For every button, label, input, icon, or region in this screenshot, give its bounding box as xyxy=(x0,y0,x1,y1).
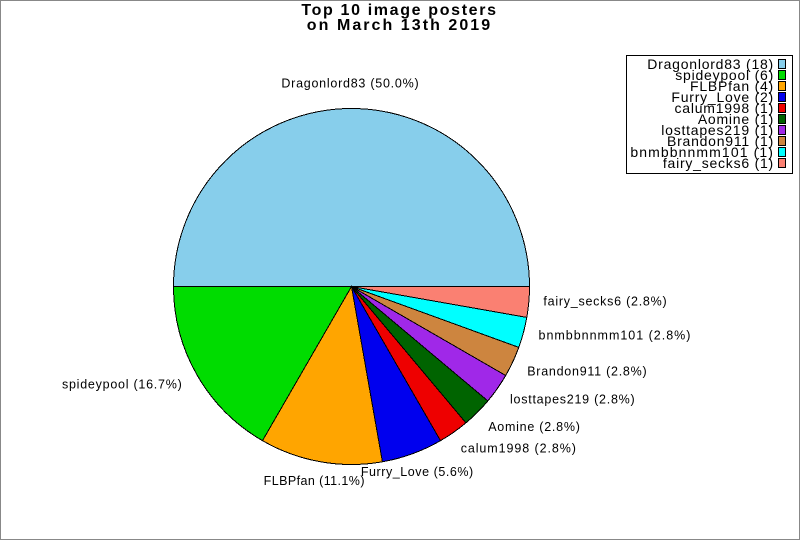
svg-text:fairy_secks6 (2.8%): fairy_secks6 (2.8%) xyxy=(543,295,667,309)
svg-text:spideypool (16.7%): spideypool (16.7%) xyxy=(62,378,183,392)
svg-text:bnmbbnnmm101 (2.8%): bnmbbnnmm101 (2.8%) xyxy=(539,329,692,343)
svg-text:Aomine (2.8%): Aomine (2.8%) xyxy=(488,420,580,434)
svg-text:losttapes219 (2.8%): losttapes219 (2.8%) xyxy=(510,393,635,407)
svg-text:calum1998 (2.8%): calum1998 (2.8%) xyxy=(461,442,577,456)
svg-text:Furry_Love (5.6%): Furry_Love (5.6%) xyxy=(361,465,474,479)
svg-text:FLBPfan (11.1%): FLBPfan (11.1%) xyxy=(264,474,365,488)
svg-text:Dragonlord83 (50.0%): Dragonlord83 (50.0%) xyxy=(281,77,419,91)
svg-text:Brandon911 (2.8%): Brandon911 (2.8%) xyxy=(527,365,647,379)
